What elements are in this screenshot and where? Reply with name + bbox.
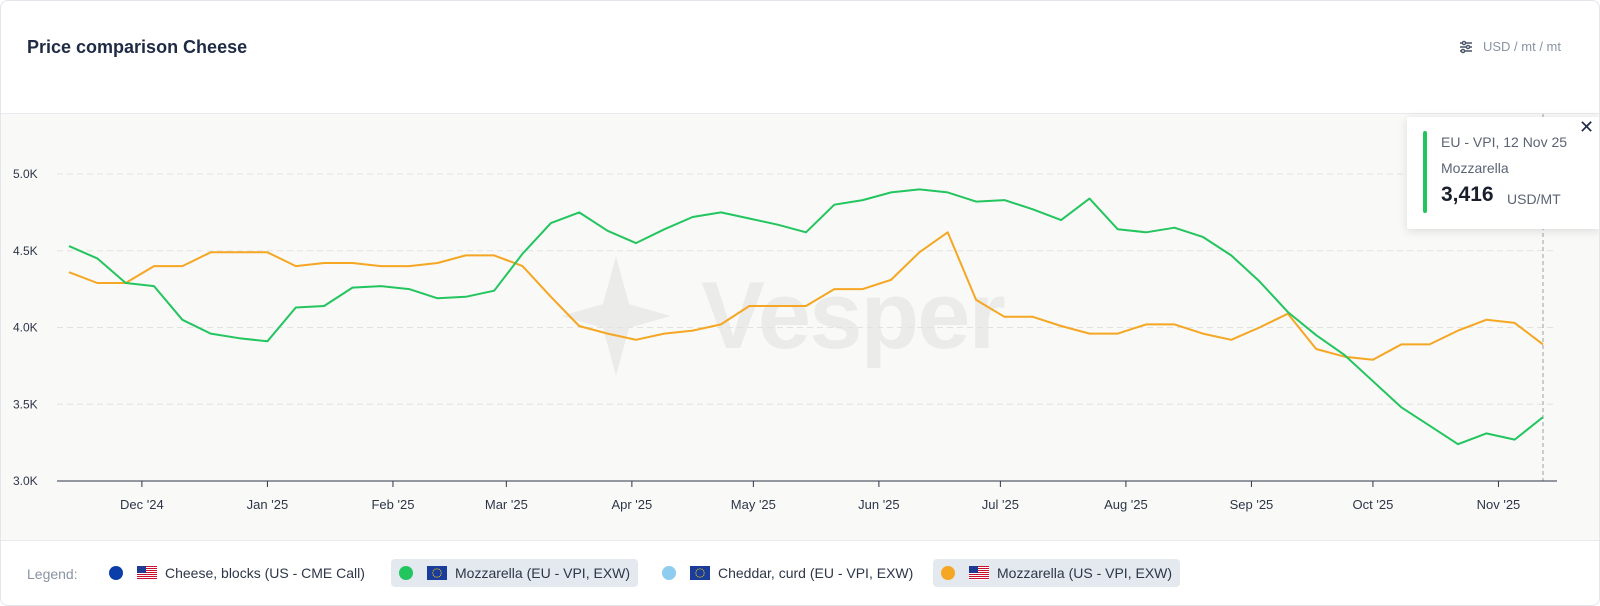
y-tick-label: 4.5K (13, 244, 38, 258)
legend-item-cheese-blocks-us[interactable]: Cheese, blocks (US - CME Call) (101, 559, 373, 587)
legend-dot (941, 566, 955, 580)
series-line (68, 188, 1544, 446)
legend-item-label: Cheese, blocks (US - CME Call) (165, 565, 365, 581)
legend: Legend: Cheese, blocks (US - CME Call) M… (1, 540, 1599, 605)
x-tick-label: May '25 (731, 497, 776, 512)
eu-flag-icon (427, 566, 447, 580)
tooltip-series: EU - VPI, 12 Nov 25 (1441, 134, 1568, 150)
legend-item-label: Mozzarella (EU - VPI, EXW) (455, 565, 631, 581)
x-tick-label: Apr '25 (611, 497, 652, 512)
us-flag-icon (969, 566, 989, 580)
x-tick-label: Aug '25 (1104, 497, 1148, 512)
x-tick-label: Jun '25 (858, 497, 900, 512)
x-tick-label: Sep '25 (1230, 497, 1274, 512)
card-header: Price comparison Cheese USD / mt / mt (1, 1, 1599, 114)
eu-flag-icon (690, 566, 710, 580)
x-tick-label: Oct '25 (1353, 497, 1394, 512)
legend-dot (399, 566, 413, 580)
axes: 3.0K 3.5K 4.0K 4.5K 5.0K Dec '24 Jan '25 Feb '2… (13, 167, 1557, 512)
close-icon[interactable]: ✕ (1579, 117, 1595, 137)
tooltip-unit: USD/MT (1507, 191, 1561, 207)
us-flag-icon (137, 566, 157, 580)
units-label: USD / mt / mt (1483, 39, 1561, 54)
x-tick-label: Feb '25 (371, 497, 414, 512)
legend-dot (662, 566, 676, 580)
settings-sliders-icon (1459, 40, 1473, 54)
units-selector[interactable]: USD / mt / mt (1459, 39, 1561, 54)
grid (57, 114, 1557, 481)
legend-item-mozzarella-us[interactable]: Mozzarella (US - VPI, EXW) (933, 559, 1181, 587)
legend-item-mozzarella-eu[interactable]: Mozzarella (EU - VPI, EXW) (391, 559, 639, 587)
legend-item-cheddar-curd-eu[interactable]: Cheddar, curd (EU - VPI, EXW) (654, 559, 921, 587)
page-title: Price comparison Cheese (27, 37, 248, 57)
legend-item-label: Mozzarella (US - VPI, EXW) (997, 565, 1173, 581)
x-tick-label: Jan '25 (247, 497, 289, 512)
series (68, 188, 1544, 446)
y-tick-label: 5.0K (13, 167, 38, 181)
y-tick-label: 3.5K (13, 397, 38, 411)
legend-item-label: Cheddar, curd (EU - VPI, EXW) (718, 565, 914, 581)
tooltip-value: 3,416 (1441, 183, 1494, 206)
data-tooltip: EU - VPI, 12 Nov 25 Mozzarella 3,416 USD… (1407, 117, 1599, 229)
legend-label: Legend: (27, 566, 78, 582)
y-tick-label: 3.0K (13, 474, 38, 488)
legend-dot (109, 566, 123, 580)
y-tick-label: 4.0K (13, 321, 38, 335)
x-tick-label: Mar '25 (485, 497, 528, 512)
x-tick-label: Nov '25 (1477, 497, 1521, 512)
tooltip-product: Mozzarella (1441, 160, 1509, 176)
tooltip-color-bar (1423, 131, 1427, 213)
x-tick-label: Dec '24 (120, 497, 164, 512)
line-chart: 3.0K 3.5K 4.0K 4.5K 5.0K Dec '24 Jan '25 Feb '2… (13, 114, 1557, 512)
series-line (68, 231, 1544, 361)
x-tick-label: Jul '25 (982, 497, 1019, 512)
